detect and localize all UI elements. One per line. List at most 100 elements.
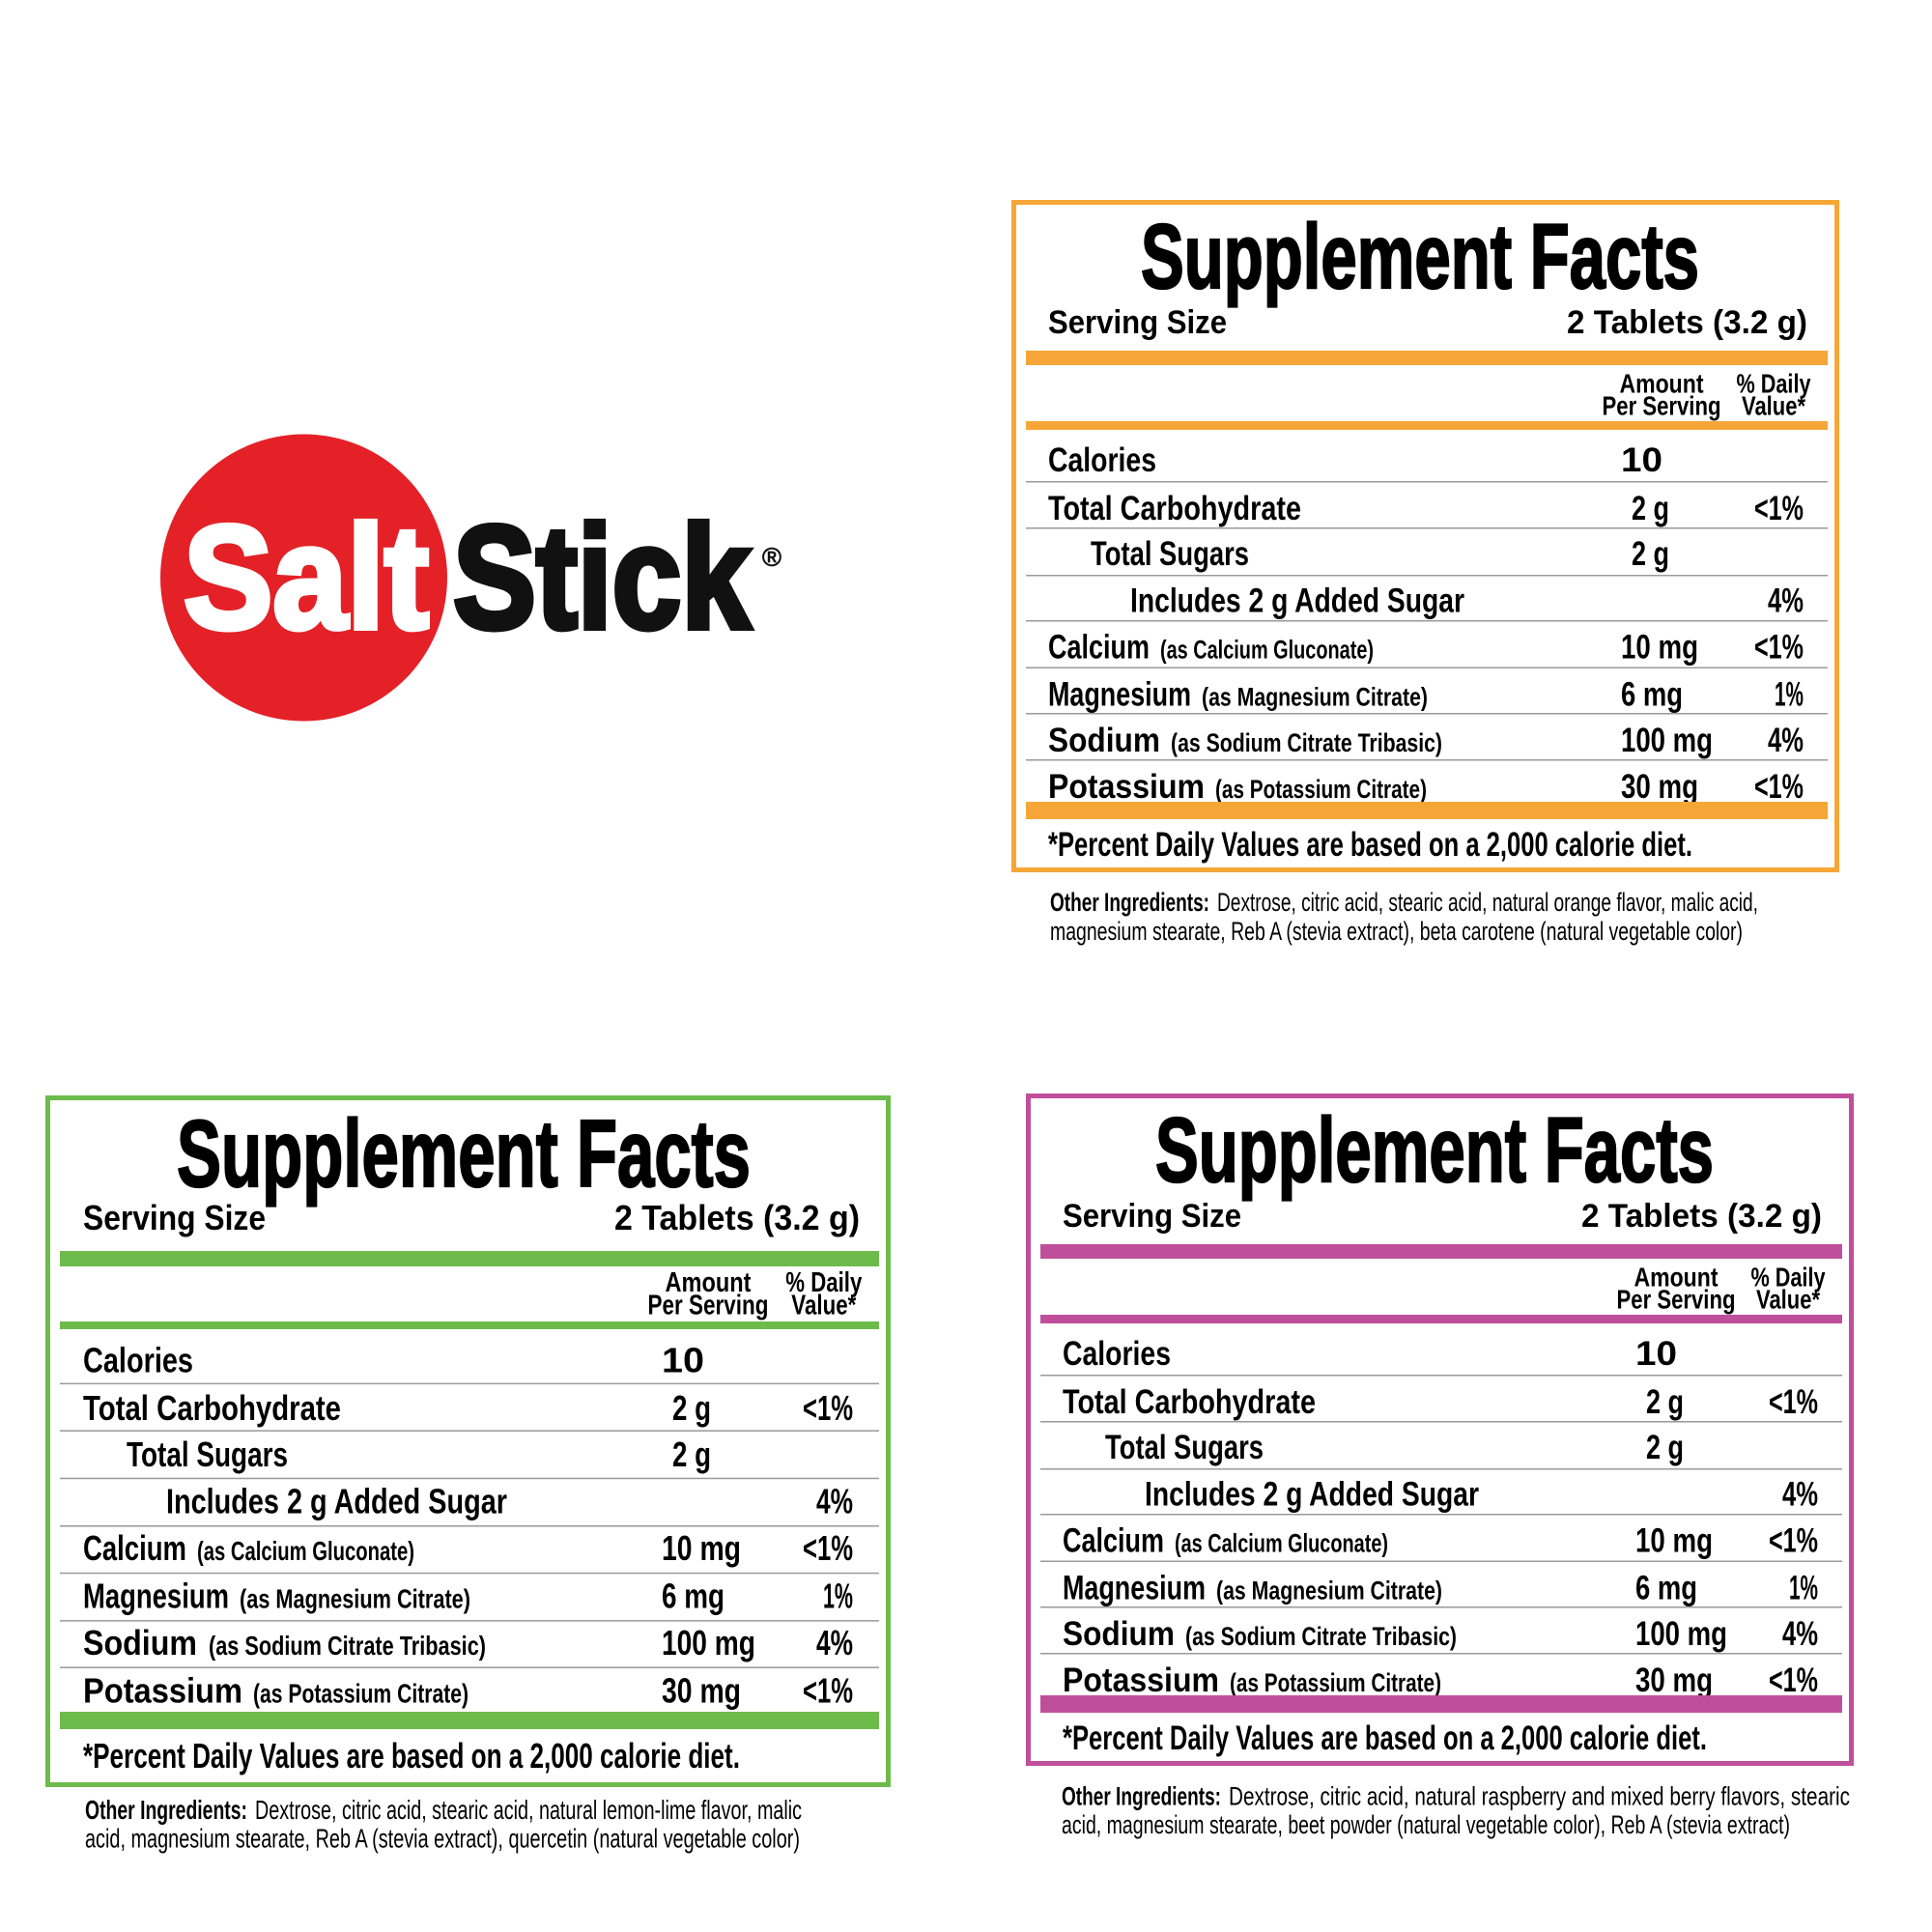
svg-text:Serving Size: Serving Size <box>1048 304 1227 341</box>
svg-text:2 g: 2 g <box>672 1435 711 1474</box>
svg-text:Total Carbohydrate: Total Carbohydrate <box>83 1388 341 1428</box>
svg-text:2 g: 2 g <box>1646 1429 1684 1466</box>
svg-text:Sodium: Sodium <box>1048 722 1160 759</box>
svg-text:4%: 4% <box>1768 722 1804 759</box>
svg-text:<1%: <1% <box>803 1670 853 1710</box>
svg-text:Calcium: Calcium <box>1063 1521 1164 1559</box>
svg-text:(as Calcium Gluconate): (as Calcium Gluconate) <box>1175 1528 1388 1557</box>
svg-text:Sodium: Sodium <box>1063 1615 1175 1653</box>
svg-text:Dextrose, citric acid, natural: Dextrose, citric acid, natural raspberry… <box>1229 1782 1850 1811</box>
svg-text:Calories: Calories <box>1048 441 1156 479</box>
svg-text:Total Carbohydrate: Total Carbohydrate <box>1048 490 1301 527</box>
svg-text:10 mg: 10 mg <box>1635 1521 1713 1559</box>
svg-text:Other Ingredients:: Other Ingredients: <box>85 1795 247 1825</box>
svg-text:10: 10 <box>662 1341 704 1380</box>
svg-text:Potassium: Potassium <box>1048 768 1205 806</box>
svg-text:Per Serving: Per Serving <box>1603 391 1721 421</box>
svg-text:Calcium: Calcium <box>1048 628 1150 666</box>
svg-text:<1%: <1% <box>1769 1662 1818 1699</box>
svg-text:30 mg: 30 mg <box>662 1670 741 1710</box>
svg-text:6 mg: 6 mg <box>1621 676 1683 714</box>
svg-text:2 g: 2 g <box>1632 490 1669 527</box>
svg-text:<1%: <1% <box>1754 490 1804 527</box>
svg-text:Includes 2 g Added Sugar: Includes 2 g Added Sugar <box>1145 1476 1479 1514</box>
svg-text:Amount: Amount <box>1634 1263 1719 1293</box>
svg-text:1%: 1% <box>1789 1570 1818 1607</box>
svg-text:4%: 4% <box>816 1482 853 1521</box>
svg-text:(as Magnesium Citrate): (as Magnesium Citrate) <box>240 1584 470 1614</box>
svg-text:Includes 2 g Added Sugar: Includes 2 g Added Sugar <box>1130 582 1464 620</box>
svg-text:(as Calcium Gluconate): (as Calcium Gluconate) <box>1160 635 1374 664</box>
svg-text:Amount: Amount <box>1620 369 1704 399</box>
svg-text:®: ® <box>762 543 781 572</box>
svg-text:10 mg: 10 mg <box>1621 628 1698 666</box>
svg-text:30 mg: 30 mg <box>1621 768 1698 806</box>
svg-text:Serving Size: Serving Size <box>1063 1198 1241 1235</box>
svg-text:Potassium: Potassium <box>1063 1662 1219 1699</box>
svg-text:100 mg: 100 mg <box>662 1623 755 1662</box>
svg-text:*Percent Daily Values are base: *Percent Daily Values are based on a 2,0… <box>1063 1719 1707 1757</box>
svg-text:(as Sodium Citrate Tribasic): (as Sodium Citrate Tribasic) <box>209 1631 486 1661</box>
svg-text:Serving Size: Serving Size <box>83 1198 266 1237</box>
svg-text:4%: 4% <box>1782 1615 1818 1653</box>
svg-text:Potassium: Potassium <box>83 1670 242 1710</box>
svg-text:4%: 4% <box>1782 1476 1818 1514</box>
svg-text:2 g: 2 g <box>672 1388 711 1428</box>
svg-text:Total Carbohydrate: Total Carbohydrate <box>1063 1383 1316 1421</box>
svg-text:(as Magnesium Citrate): (as Magnesium Citrate) <box>1216 1577 1442 1605</box>
svg-text:Magnesium: Magnesium <box>83 1577 229 1616</box>
svg-text:Magnesium: Magnesium <box>1048 676 1191 714</box>
svg-text:Value*: Value* <box>1742 391 1805 421</box>
svg-text:6 mg: 6 mg <box>1635 1570 1697 1607</box>
svg-text:(as Potassium Citrate): (as Potassium Citrate) <box>1215 775 1427 804</box>
svg-text:(as Potassium Citrate): (as Potassium Citrate) <box>253 1678 469 1708</box>
svg-text:Supplement Facts: Supplement Facts <box>177 1100 751 1207</box>
svg-text:Sodium: Sodium <box>83 1623 197 1662</box>
svg-text:Other Ingredients:: Other Ingredients: <box>1050 888 1209 917</box>
svg-text:Salt: Salt <box>184 496 429 660</box>
svg-text:2 g: 2 g <box>1632 535 1669 573</box>
svg-text:Dextrose, citric acid, stearic: Dextrose, citric acid, stearic acid, nat… <box>1217 888 1758 917</box>
svg-text:10: 10 <box>1621 441 1662 479</box>
svg-text:Dextrose, citric acid, stearic: Dextrose, citric acid, stearic acid, nat… <box>255 1795 802 1825</box>
svg-text:magnesium stearate, Reb A (ste: magnesium stearate, Reb A (stevia extrac… <box>1050 917 1743 946</box>
svg-text:Magnesium: Magnesium <box>1063 1570 1206 1607</box>
svg-text:<1%: <1% <box>1754 628 1804 666</box>
svg-text:2 Tablets (3.2 g): 2 Tablets (3.2 g) <box>1581 1198 1822 1235</box>
svg-text:% Daily: % Daily <box>1751 1263 1826 1293</box>
svg-text:2 Tablets (3.2 g): 2 Tablets (3.2 g) <box>1567 304 1807 341</box>
svg-text:Per Serving: Per Serving <box>648 1290 769 1321</box>
svg-text:100 mg: 100 mg <box>1621 722 1713 759</box>
svg-text:(as Magnesium Citrate): (as Magnesium Citrate) <box>1202 683 1428 712</box>
svg-text:2 g: 2 g <box>1646 1383 1684 1421</box>
svg-text:Stick: Stick <box>453 496 751 660</box>
svg-text:<1%: <1% <box>803 1388 853 1428</box>
svg-text:Total Sugars: Total Sugars <box>1091 535 1249 573</box>
svg-text:10: 10 <box>1635 1335 1677 1373</box>
svg-text:Amount: Amount <box>666 1267 752 1298</box>
svg-text:Other Ingredients:: Other Ingredients: <box>1062 1782 1221 1811</box>
svg-text:<1%: <1% <box>1769 1521 1818 1559</box>
svg-text:(as Potassium Citrate): (as Potassium Citrate) <box>1230 1668 1441 1697</box>
svg-text:% Daily: % Daily <box>1737 369 1811 399</box>
svg-text:Per Serving: Per Serving <box>1617 1285 1736 1315</box>
svg-text:4%: 4% <box>1768 582 1804 620</box>
svg-text:6 mg: 6 mg <box>662 1577 724 1616</box>
svg-text:4%: 4% <box>816 1623 853 1662</box>
svg-text:1%: 1% <box>823 1577 853 1616</box>
svg-text:Value*: Value* <box>1756 1285 1820 1315</box>
svg-text:Calcium: Calcium <box>83 1528 186 1568</box>
svg-text:Includes 2 g Added Sugar: Includes 2 g Added Sugar <box>166 1482 507 1521</box>
svg-text:(as Sodium Citrate Tribasic): (as Sodium Citrate Tribasic) <box>1185 1622 1457 1651</box>
svg-text:*Percent Daily Values are base: *Percent Daily Values are based on a 2,0… <box>1048 826 1692 864</box>
svg-text:100 mg: 100 mg <box>1635 1615 1727 1653</box>
svg-text:Calories: Calories <box>1063 1335 1171 1373</box>
svg-text:% Daily: % Daily <box>785 1267 862 1298</box>
svg-text:(as Calcium Gluconate): (as Calcium Gluconate) <box>197 1536 414 1566</box>
svg-text:<1%: <1% <box>1754 768 1804 806</box>
svg-text:acid, magnesium stearate, beet: acid, magnesium stearate, beet powder (n… <box>1062 1810 1790 1839</box>
svg-text:*Percent Daily Values are base: *Percent Daily Values are based on a 2,0… <box>83 1736 740 1776</box>
svg-text:Total Sugars: Total Sugars <box>127 1435 288 1474</box>
svg-text:(as Sodium Citrate Tribasic): (as Sodium Citrate Tribasic) <box>1171 728 1442 757</box>
svg-text:Supplement Facts: Supplement Facts <box>1155 1099 1714 1202</box>
